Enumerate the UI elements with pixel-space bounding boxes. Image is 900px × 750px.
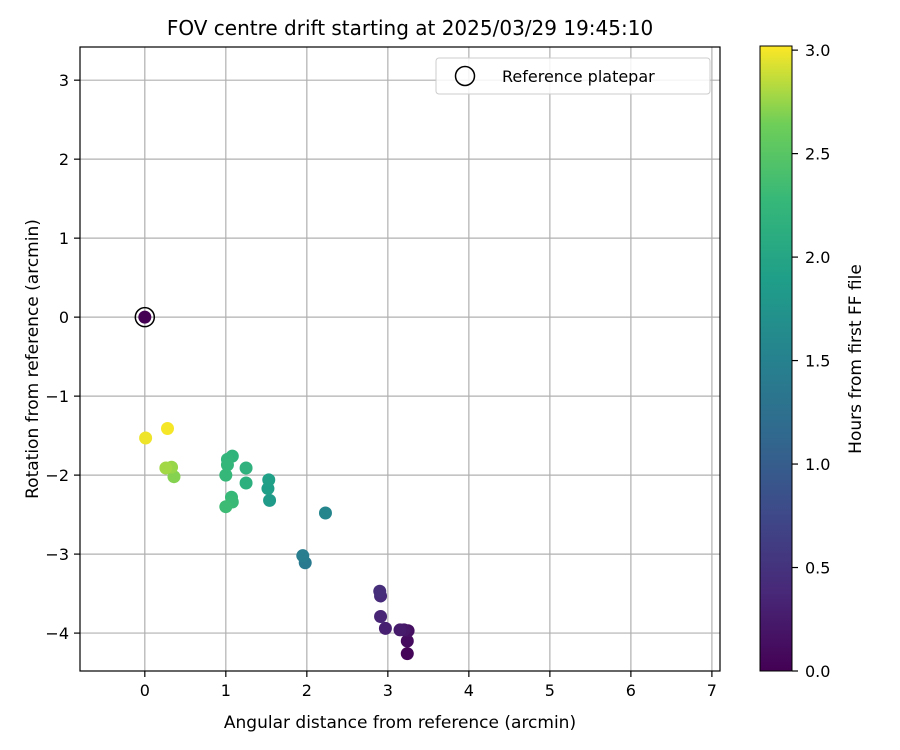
y-tick-label: 1 xyxy=(59,229,69,248)
x-tick-label: 6 xyxy=(626,681,636,700)
x-tick-label: 4 xyxy=(464,681,474,700)
colorbar-tick-label: 1.0 xyxy=(805,455,830,474)
data-point xyxy=(239,476,253,490)
data-points xyxy=(134,306,415,661)
x-tick-label: 2 xyxy=(302,681,312,700)
colorbar-tick-label: 1.5 xyxy=(805,352,830,371)
y-tick-label: 3 xyxy=(59,71,69,90)
colorbar-tick-label: 0.0 xyxy=(805,662,830,681)
x-tick-label: 7 xyxy=(707,681,717,700)
data-point xyxy=(138,310,152,324)
legend-box xyxy=(435,57,711,95)
colorbar-tick-label: 3.0 xyxy=(805,41,830,60)
y-axis-ticks: 3 2 1 0 −1 −2 −3 −4 xyxy=(45,71,80,643)
y-tick-label: 0 xyxy=(59,308,69,327)
data-point xyxy=(373,584,387,598)
data-point xyxy=(400,647,414,661)
y-tick-label: −3 xyxy=(45,545,69,564)
data-point xyxy=(220,458,234,472)
data-point xyxy=(374,609,388,623)
data-point xyxy=(378,621,392,635)
plot-area-frame xyxy=(79,46,721,672)
data-point xyxy=(239,461,253,475)
data-point xyxy=(219,468,233,482)
data-point xyxy=(400,634,414,648)
x-axis-ticks: 0 1 2 3 4 5 6 7 xyxy=(140,671,717,700)
y-tick-label: −1 xyxy=(45,387,69,406)
colorbar-tick-label: 0.5 xyxy=(805,559,830,578)
x-tick-label: 3 xyxy=(383,681,393,700)
data-point xyxy=(393,623,407,637)
x-tick-label: 5 xyxy=(545,681,555,700)
colorbar-ticks: 0.0 0.5 1.0 1.5 2.0 2.5 3.0 xyxy=(792,41,830,681)
data-point xyxy=(263,493,277,507)
colorbar-label: Hours from first FF file xyxy=(846,264,866,454)
y-tick-label: −2 xyxy=(45,466,69,485)
reference-point-marker xyxy=(134,306,156,328)
colorbar: 0.0 0.5 1.0 1.5 2.0 2.5 3.0 Hours from first F… xyxy=(759,41,866,681)
colorbar-tick-label: 2.0 xyxy=(805,248,830,267)
legend-entry-label: Reference platepar xyxy=(502,67,655,86)
y-tick-label: 2 xyxy=(59,150,69,169)
chart-title: FOV centre drift starting at 2025/03/29 … xyxy=(167,16,653,40)
x-tick-label: 0 xyxy=(140,681,150,700)
y-axis-label: Rotation from reference (arcmin) xyxy=(23,219,43,499)
colorbar-gradient xyxy=(759,45,793,672)
data-point xyxy=(296,549,310,563)
legend-marker xyxy=(454,65,476,87)
y-tick-label: −4 xyxy=(45,624,69,643)
data-point xyxy=(159,461,173,475)
colorbar-tick-label: 2.5 xyxy=(805,145,830,164)
data-point xyxy=(139,431,153,445)
data-point xyxy=(160,422,174,436)
legend: Reference platepar xyxy=(435,57,711,95)
data-point xyxy=(219,500,233,514)
data-point xyxy=(318,506,332,520)
x-axis-label: Angular distance from reference (arcmin) xyxy=(224,713,576,733)
grid xyxy=(80,47,720,671)
x-tick-label: 1 xyxy=(221,681,231,700)
data-point xyxy=(262,473,276,487)
